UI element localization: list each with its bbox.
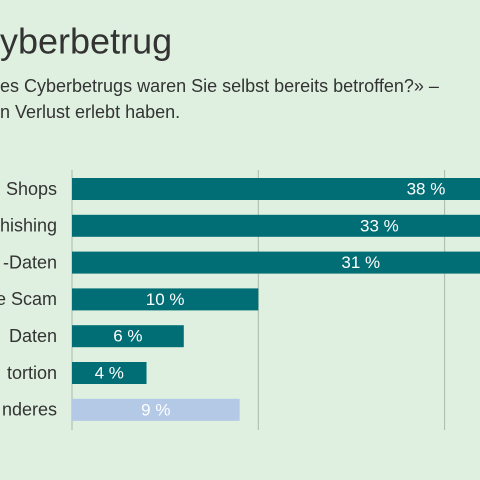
category-label: e Scam	[0, 289, 57, 309]
value-label: 6 %	[113, 327, 142, 346]
chart-title: yberbetrug	[0, 21, 172, 62]
value-label: 33 %	[360, 216, 399, 235]
bar	[72, 178, 480, 200]
value-label: 4 %	[95, 363, 124, 382]
category-label: nderes	[2, 400, 57, 420]
category-label: tortion	[7, 363, 57, 383]
bar	[72, 398, 240, 421]
category-label: Shops	[6, 179, 57, 199]
bar	[72, 325, 184, 348]
value-label: 38 %	[407, 179, 446, 198]
bar	[72, 362, 147, 384]
bar	[72, 251, 480, 274]
value-label: 9 %	[141, 400, 170, 419]
bar	[72, 214, 480, 237]
value-label: 31 %	[341, 253, 380, 272]
chart-subtitle: es Cyberbetrugs waren Sie selbst bereits…	[0, 76, 439, 96]
category-label: hishing	[0, 216, 57, 236]
value-label: 10 %	[146, 290, 185, 309]
category-label: Daten	[9, 326, 57, 346]
bar	[72, 288, 259, 311]
category-label: -Daten	[3, 252, 57, 272]
chart-subtitle: n Verlust erlebt haben.	[0, 102, 180, 122]
